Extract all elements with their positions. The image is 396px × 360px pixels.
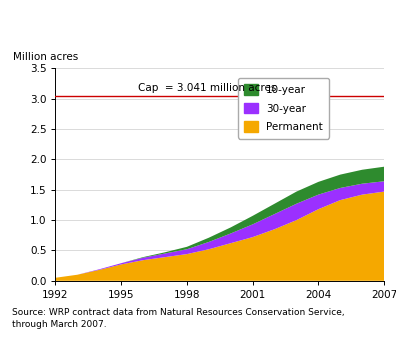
Text: Million acres: Million acres [13, 52, 78, 62]
Legend: 10-year, 30-year, Permanent: 10-year, 30-year, Permanent [238, 78, 329, 139]
Text: Cap  = 3.041 million acres: Cap = 3.041 million acres [138, 82, 276, 93]
Text: Source: WRP contract data from Natural Resources Conservation Service,
through M: Source: WRP contract data from Natural R… [12, 308, 345, 329]
Text: Wetlands Reserve Program enrollment by easement or
contract length: Wetlands Reserve Program enrollment by e… [10, 7, 390, 36]
